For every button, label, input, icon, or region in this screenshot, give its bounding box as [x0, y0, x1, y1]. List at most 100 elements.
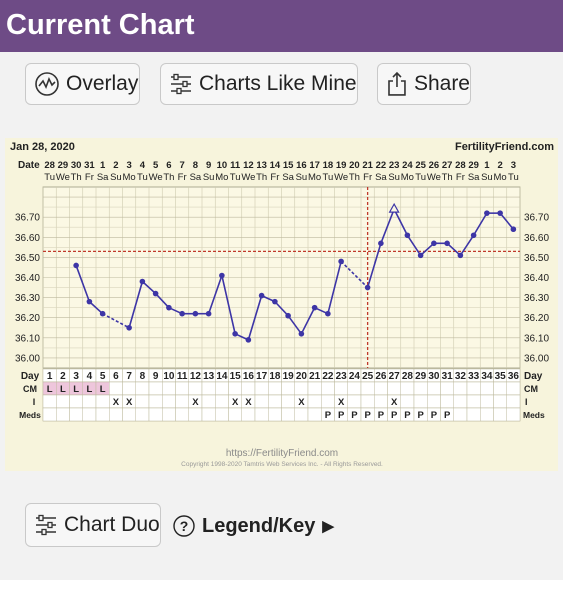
date-label: 22	[376, 160, 387, 171]
row-cell	[148, 407, 163, 422]
row-cell	[215, 407, 229, 422]
temperature-line	[327, 261, 342, 314]
date-label: 27	[442, 160, 453, 171]
charts-like-mine-label: Charts Like Mine	[199, 72, 357, 95]
row-cell	[466, 381, 481, 396]
row-cell	[374, 381, 388, 396]
temperature-line	[366, 243, 382, 288]
weekday-label: Fr	[456, 172, 465, 183]
chart-card: Jan 28, 2020 FertilityFriend.com Date 36…	[5, 138, 558, 471]
y-tick-label-left: 36.50	[15, 253, 40, 264]
date-label: 8	[193, 160, 198, 171]
row-cell	[307, 394, 322, 409]
intercourse-mark: X	[113, 397, 120, 408]
chart-site: FertilityFriend.com	[455, 141, 554, 153]
day-number: 9	[153, 371, 159, 382]
temperature-point	[205, 310, 212, 317]
charts-like-mine-button[interactable]: Charts Like Mine	[160, 63, 358, 105]
day-row-label-right: Day	[524, 371, 543, 382]
intercourse-mark: X	[391, 397, 398, 408]
temperature-line	[420, 242, 435, 256]
intercourse-mark: X	[192, 397, 199, 408]
row-cell	[109, 381, 123, 396]
share-button[interactable]: Share	[377, 63, 471, 105]
legend-key-link[interactable]: ? Legend/Key ▶	[172, 513, 334, 539]
temperature-point	[417, 252, 424, 259]
weekday-label: We	[241, 172, 255, 183]
weekday-label: Tu	[44, 172, 55, 183]
date-label: 28	[455, 160, 466, 171]
row-cell	[480, 394, 494, 409]
row-cell	[493, 394, 507, 409]
row-cell	[82, 394, 97, 409]
day-number: 19	[283, 371, 295, 382]
date-label: 29	[58, 160, 69, 171]
row-cell	[321, 394, 335, 409]
temperature-line	[141, 280, 157, 295]
weekday-label: Mo	[215, 172, 228, 183]
chart-overlay-icon	[35, 72, 59, 96]
weekday-label: Th	[442, 172, 453, 183]
question-circle-icon: ?	[173, 515, 195, 537]
row-cell	[162, 381, 176, 396]
bbt-chart: Jan 28, 2020 FertilityFriend.com Date 36…	[10, 141, 554, 468]
row-cell	[95, 407, 110, 422]
day-number: 23	[336, 371, 348, 382]
date-label: 29	[468, 160, 479, 171]
day-number: 33	[468, 371, 480, 382]
meds-mark: P	[351, 410, 358, 421]
y-tick-label-right: 36.60	[524, 233, 549, 244]
day-number: 34	[481, 371, 493, 382]
day-number: 28	[402, 371, 414, 382]
temperature-line-dashed	[340, 260, 369, 289]
weekday-label: Tu	[415, 172, 426, 183]
weekday-label: Th	[163, 172, 174, 183]
chart-date: Jan 28, 2020	[10, 141, 75, 153]
meds-mark: P	[417, 410, 424, 421]
weekday-label: Tu	[323, 172, 334, 183]
day-number: 2	[60, 371, 66, 382]
row-cell	[215, 394, 229, 409]
temperature-line	[380, 208, 395, 244]
weekday-label: Mo	[308, 172, 321, 183]
row-cell	[347, 394, 362, 409]
chart-duo-button[interactable]: Chart Duo	[25, 503, 161, 547]
temperature-point	[311, 304, 318, 311]
row-cell	[506, 407, 521, 422]
temperature-point	[497, 210, 503, 216]
row-cell	[400, 381, 415, 396]
temperature-point	[152, 290, 159, 297]
date-label: 10	[217, 160, 228, 171]
weekday-label: We	[427, 172, 441, 183]
day-number: 31	[442, 371, 454, 382]
temperature-point	[219, 272, 225, 279]
date-label: 5	[153, 160, 159, 171]
y-tick-label-right: 36.20	[524, 313, 549, 324]
meds-mark: P	[391, 410, 398, 421]
row-cell	[82, 407, 97, 422]
row-cell	[175, 407, 189, 422]
weekday-label: Th	[256, 172, 267, 183]
weekday-label: Mo	[494, 172, 507, 183]
row-cell	[228, 381, 242, 396]
temperature-point	[298, 331, 305, 337]
row-cell	[175, 381, 189, 396]
temperature-line	[300, 307, 316, 335]
row-cell	[413, 394, 428, 409]
row-cell	[440, 394, 454, 409]
row-cell	[56, 394, 70, 409]
chart-footer-url: https://FertilityFriend.com	[226, 448, 338, 459]
y-tick-label-left: 36.10	[15, 333, 40, 344]
y-tick-label-left: 36.30	[15, 293, 40, 304]
date-label: 4	[140, 160, 146, 171]
page-title: Current Chart	[6, 9, 195, 41]
row-cell	[493, 381, 507, 396]
weekday-label: Sa	[468, 172, 480, 183]
row-cell	[69, 394, 83, 409]
intercourse-mark: X	[126, 397, 133, 408]
date-label: 15	[283, 160, 294, 171]
date-label: 6	[166, 160, 171, 171]
date-label: 13	[256, 160, 267, 171]
overlay-button[interactable]: Overlay	[25, 63, 140, 105]
cm-mark: L	[73, 384, 79, 395]
